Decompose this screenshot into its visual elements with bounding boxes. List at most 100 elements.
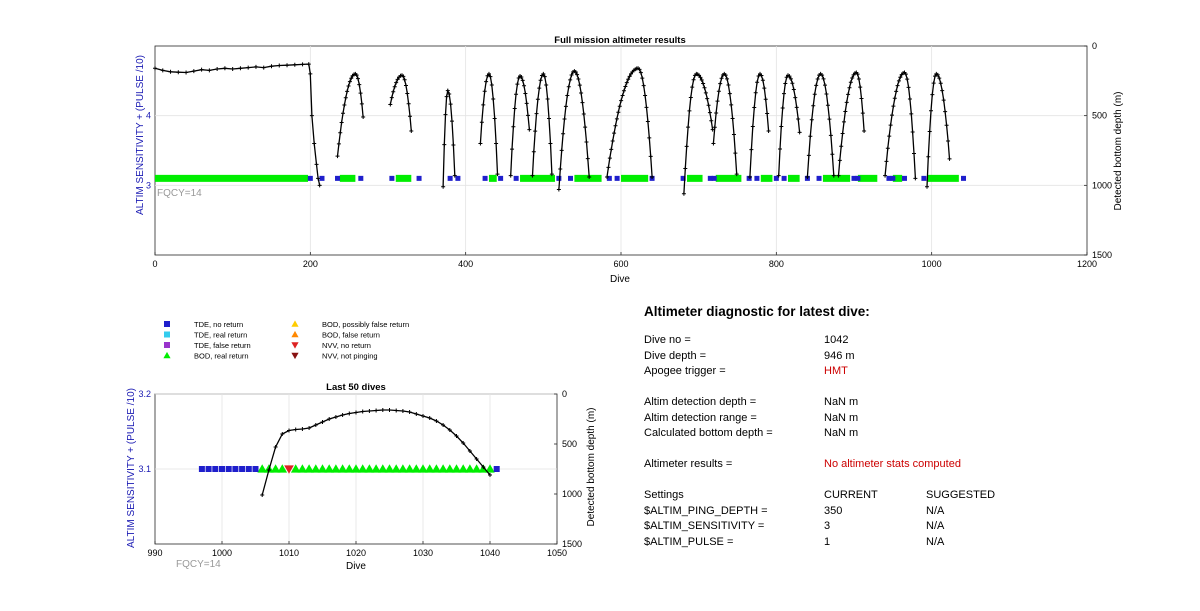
chart1-depth-point xyxy=(612,131,617,136)
chart1-depth-point xyxy=(947,156,952,161)
chart1-depth-point xyxy=(777,146,782,151)
chart1-x-tick-label: 400 xyxy=(458,259,473,269)
legend-marker xyxy=(164,321,170,327)
chart1-depth-point xyxy=(733,151,738,156)
chart1-depth-point xyxy=(719,76,724,81)
chart1-depth-point xyxy=(890,113,895,118)
chart1-depth-point xyxy=(776,173,781,178)
chart1-depth-point xyxy=(402,77,407,82)
chart1-depth-point xyxy=(809,117,814,122)
chart1-depth-point xyxy=(729,102,734,107)
legend-marker xyxy=(164,342,170,348)
chart2-tde-no-return-marker xyxy=(219,466,225,472)
chart1-depth-point xyxy=(559,148,564,153)
ping-depth-label: $ALTIM_PING_DEPTH = xyxy=(644,504,768,517)
chart1-depth-point xyxy=(937,76,942,81)
altim-depth-row: Altim detection depth = NaN m xyxy=(644,395,1184,411)
chart1-depth-point xyxy=(443,112,448,117)
chart1-depth-point xyxy=(176,70,181,75)
chart1-depth-point xyxy=(403,83,408,88)
chart1-depth-point xyxy=(895,83,900,88)
chart1-tde-no-return-marker xyxy=(498,175,504,181)
chart2-depth-point xyxy=(427,416,432,420)
chart2-bod-real-return-marker xyxy=(451,464,462,473)
chart1-depth-point xyxy=(494,141,499,146)
chart1-depth-line xyxy=(479,72,499,175)
chart1-depth-point xyxy=(541,71,546,76)
chart1-depth-point xyxy=(706,103,711,108)
chart1-depth-point xyxy=(823,83,828,88)
chart1-depth-point xyxy=(752,105,757,110)
chart2-x-tick-label: 1030 xyxy=(413,548,433,558)
chart1-depth-point xyxy=(938,81,943,86)
chart2-depth-point xyxy=(273,445,278,449)
chart2-bod-real-return-marker xyxy=(257,464,267,473)
chart1-depth-point xyxy=(527,127,532,132)
chart1-depth-point xyxy=(568,77,573,82)
chart2-bod-real-return-marker xyxy=(411,464,422,473)
chart2-depth-point xyxy=(340,413,345,417)
chart2-tde-no-return-marker xyxy=(198,466,205,472)
chart1-bod-real-return-band xyxy=(687,174,703,182)
chart1-title: Full mission altimeter results xyxy=(554,35,685,46)
chart1-depth-point xyxy=(342,102,347,107)
chart1-tde-no-return-marker xyxy=(614,175,620,181)
chart1-depth-point xyxy=(607,156,612,161)
chart2-bod-real-return-marker xyxy=(270,464,281,473)
chart1-depth-point xyxy=(935,72,940,77)
chart1-depth-point xyxy=(836,173,841,178)
chart1-depth-point xyxy=(447,91,452,96)
chart1-depth-point xyxy=(941,98,946,103)
chart1-depth-point xyxy=(479,120,484,125)
chart2-depth-point xyxy=(320,420,325,424)
chart2-tde-no-return-marker xyxy=(252,466,259,472)
chart1-depth-point xyxy=(581,111,586,116)
chart1-depth-point xyxy=(944,123,949,128)
chart1-depth-point xyxy=(753,90,758,95)
ping-depth-current: 350 xyxy=(824,504,843,517)
chart1-depth-point xyxy=(790,81,795,86)
chart1-tde-no-return-marker xyxy=(358,175,364,181)
chart1-tde-no-return-marker xyxy=(707,175,713,181)
chart1-y-right-tick-label: 500 xyxy=(1092,111,1107,121)
chart2-depth-point xyxy=(347,411,352,416)
chart2-y-right-tick-label: 0 xyxy=(562,389,567,399)
chart1-bod-real-return-band xyxy=(760,174,773,182)
chart1-depth-point xyxy=(316,176,321,181)
chart1-depth-point xyxy=(714,111,719,116)
chart1-depth-point xyxy=(747,174,752,179)
chart1-depth-point xyxy=(859,96,864,101)
chart1-depth-point xyxy=(388,102,393,107)
chart1-depth-point xyxy=(926,154,931,159)
chart1-depth-point xyxy=(585,156,590,161)
chart1-depth-point xyxy=(627,74,632,79)
chart1-depth-point xyxy=(723,73,728,78)
chart2-bod-real-return-marker xyxy=(317,464,328,473)
chart1-depth-point xyxy=(943,109,948,114)
chart1-tde-no-return-marker xyxy=(711,175,717,181)
chart1-depth-point xyxy=(358,91,363,96)
chart1-depth-point xyxy=(793,95,798,100)
chart1-depth-point xyxy=(647,135,652,140)
chart2-bod-real-return-marker xyxy=(297,464,308,473)
chart2-bod-real-return-marker xyxy=(458,464,468,473)
chart1-depth-point xyxy=(831,173,836,178)
chart1-depth-point xyxy=(681,191,686,196)
chart2-depth-point xyxy=(280,432,285,436)
chart1-depth-point xyxy=(913,176,918,181)
altim-range-value: NaN m xyxy=(824,411,859,424)
chart1-depth-point xyxy=(253,64,258,69)
chart1-depth-point xyxy=(684,144,689,149)
chart1-x-tick-label: 1000 xyxy=(922,259,942,269)
chart2-ylabel-right: Detected bottom depth (m) xyxy=(586,408,597,527)
chart1-depth-point xyxy=(806,153,811,158)
chart1-depth-point xyxy=(759,73,764,78)
chart1-depth-point xyxy=(885,146,890,151)
chart1-depth-point xyxy=(780,106,785,111)
chart1-depth-point xyxy=(277,63,282,68)
chart1-depth-line xyxy=(712,73,738,175)
chart1-depth-point xyxy=(401,74,406,79)
chart1-depth-point xyxy=(512,106,517,111)
chart1-tde-no-return-marker xyxy=(680,175,686,181)
chart1-depth-point xyxy=(847,85,852,90)
